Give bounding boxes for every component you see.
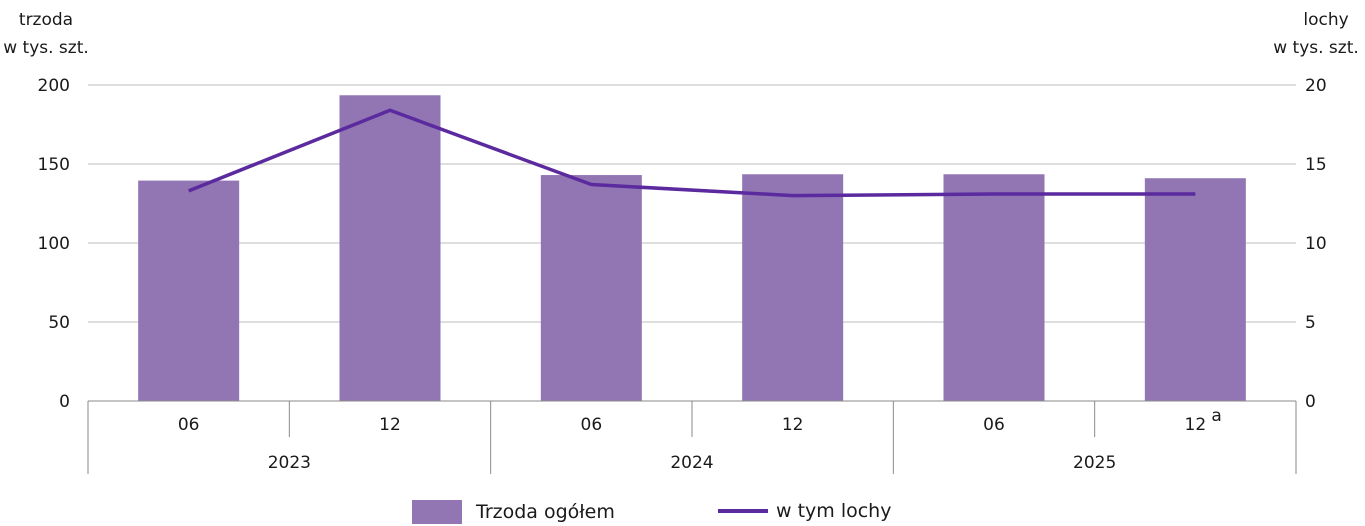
x-tick-label: 06 (983, 415, 1005, 435)
right-tick-label: 0 (1305, 392, 1316, 412)
right-tick-label: 10 (1305, 234, 1327, 254)
bar (540, 175, 642, 401)
x-tick-superscript: a (1211, 406, 1221, 426)
chart-canvas: trzoda w tys. szt. lochy w tys. szt. 0 0 5… (3, 10, 1359, 474)
x-tick-label: 12 (1185, 415, 1207, 435)
x-tick-label: 12 (782, 415, 804, 435)
left-tick-label: 0 (59, 392, 70, 412)
right-axis-title-line2: w tys. szt. (1273, 38, 1359, 58)
x-tick-label: 06 (581, 415, 603, 435)
bar (742, 174, 844, 401)
legend-bar-swatch (412, 500, 462, 524)
year-label: 2025 (1073, 453, 1116, 473)
left-axis-title-line2: w tys. szt. (3, 38, 89, 58)
legend-line-label: w tym lochy (776, 500, 892, 522)
left-tick-label: 100 (38, 234, 70, 254)
bar (339, 95, 441, 402)
line-series (188, 108, 1196, 198)
x-tick-label: 12 (379, 415, 401, 435)
year-label: 2024 (670, 453, 713, 473)
bar (138, 180, 240, 401)
right-axis-title-line1: lochy (1303, 10, 1348, 30)
gridlines (88, 84, 1296, 323)
legend-line-swatch (718, 509, 768, 513)
legend-item-line: w tym lochy (718, 500, 891, 522)
left-tick-label: 150 (38, 155, 70, 175)
line-w-tym-lochy (188, 108, 1196, 198)
bar (943, 174, 1045, 401)
left-tick-label: 50 (48, 313, 70, 333)
left-tick-label: 200 (38, 76, 70, 96)
right-tick-label: 20 (1305, 76, 1327, 96)
bar-series (138, 95, 1246, 402)
year-label: 2023 (268, 453, 311, 473)
legend-bar-label: Trzoda ogółem (476, 501, 615, 523)
x-tick-label: 06 (178, 415, 200, 435)
left-axis-title-line1: trzoda (19, 10, 73, 30)
legend-item-bar: Trzoda ogółem (412, 500, 615, 524)
right-tick-label: 15 (1305, 155, 1327, 175)
legend: Trzoda ogółem w tym lochy (0, 500, 1365, 526)
bar (1144, 178, 1246, 401)
right-tick-label: 5 (1305, 313, 1316, 333)
